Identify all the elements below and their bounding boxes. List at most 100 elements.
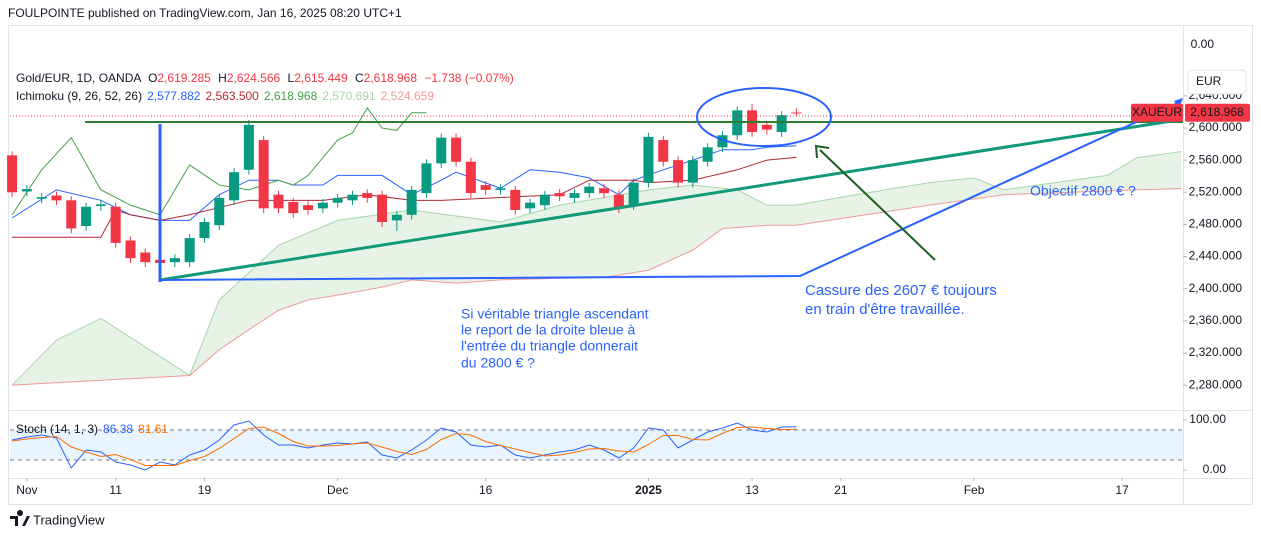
currency: EUR [1196,74,1222,88]
candle-body [584,186,595,194]
candle-body [110,206,121,243]
candle-body [125,240,136,259]
change: −1.738 (−0.07%) [424,71,513,85]
candle-body [673,160,684,183]
candle-body [21,189,32,192]
annotation: le report de la droite bleue à [461,322,636,338]
footer-brand: TradingView [33,512,105,527]
y-tick-label: 2,440.000 [1189,249,1243,263]
legend-row: Stoch (14, 1, 3) 86.38 81.61 [16,422,168,436]
candle-body [406,189,417,215]
candle-body [243,124,254,170]
y-tick-label: 2,280.000 [1189,377,1243,391]
indicator-value: 2,618.968 [264,89,318,103]
candle-body [199,222,210,239]
y-tick-label: 2,480.000 [1189,217,1243,231]
symbol-tag [1131,103,1183,122]
candle-body [539,194,550,206]
pointer-arrow [819,149,936,261]
candle-body [628,182,639,206]
y-tick-label: 2,360.000 [1189,313,1243,327]
drawings: Cassure des 2607 € toujours en train d'ê… [10,87,1183,371]
annotation: Objectif 2800 € ? [1030,183,1136,199]
candle-body [643,136,654,183]
x-tick-label: Feb [964,483,985,497]
x-tick-label: 19 [198,483,212,497]
y-tick-label: 2,520.000 [1189,184,1243,198]
chart-frame [8,25,1253,505]
x-tick-label: Nov [16,483,37,497]
ichimoku-line [12,188,1182,386]
x-tick-label: 11 [109,483,122,497]
candle-body [169,258,180,263]
candle-body [362,193,373,198]
candle-body [258,140,269,209]
x-tick-label: 13 [745,483,759,497]
last-price-tag [1185,103,1250,122]
candle-body [465,161,476,194]
candle-body [214,197,225,226]
indicator-value: 86.38 [103,422,133,436]
candle-body [569,193,580,198]
ichimoku-line [11,151,1182,386]
x-tick-label: 2025 [635,483,662,497]
x-tick-label: 16 [479,483,493,497]
x-tick-label: 17 [1115,483,1129,497]
plot [7,103,1183,471]
candle-body [66,200,77,229]
legend: Gold/EUR, 1D, OANDA O2,619.285 H2,624.56… [16,71,514,436]
publish-info: FOULPOINTE published on TradingView.com,… [8,6,402,20]
ohlc-letter: L [288,71,295,85]
symbol: Gold/EUR, 1D, OANDA [16,71,141,85]
candle-body [36,197,47,199]
pointer-head [814,144,830,159]
ohlc-value: 2,615.449 [294,71,348,85]
candle-body [273,194,284,209]
candle-body [184,238,195,263]
legend-row: Gold/EUR, 1D, OANDA O2,619.285 H2,624.56… [16,71,514,85]
y-tick-label: 2,320.000 [1189,345,1243,359]
candle-body [436,137,447,164]
annotation: Cassure des 2607 € toujours [805,282,997,299]
candle-body [687,160,698,183]
logo [10,510,30,526]
y-tick-label: 100.00 [1189,412,1226,426]
stoch-band [10,430,1183,460]
ohlc-value: 2,624.566 [227,71,281,85]
ohlc-letter: O [148,71,157,85]
candle-body [776,115,787,133]
last-price-label: 2,618.968 [1190,105,1244,119]
ohlc-value: 2,618.968 [364,71,418,85]
y-tick-label: 2,560.000 [1189,152,1243,166]
currency-box [1187,69,1247,95]
candle-body [377,194,388,223]
symbol-tag-label: XAUEUR [1132,105,1182,119]
stoch-line [11,420,797,471]
x-tick-label: 21 [834,483,848,497]
candle-body [554,193,565,197]
indicator-value: 2,570.691 [322,89,376,103]
annotation: Si véritable triangle ascendant [461,306,649,322]
ohlc-letter: C [355,71,364,85]
price-scale: 2,280.000 2,320.000 2,360.000 2,400.000 2,44… [16,37,1250,497]
y-tick-label: 2,400.000 [1189,281,1243,295]
candle-body [495,188,506,190]
candle-body [140,252,151,263]
indicator-value: 81.61 [138,422,168,436]
indicator-value: 2,563.500 [205,89,259,103]
candle-body [7,155,18,193]
candle-body [702,147,713,162]
indicator-name: Stoch (14, 1, 3) [16,422,98,436]
candle-body [229,172,240,201]
annotation: l'entrée du triangle donnerait [461,338,638,354]
y-tick-label: 0.00 [1203,462,1227,476]
indicator-value: 2,524.659 [381,89,435,103]
candle-body [51,195,62,201]
candle-body [288,201,299,214]
candle-body [95,204,106,206]
candle-body [510,189,521,210]
candle-body [525,202,536,209]
legend-row: Ichimoku (9, 26, 52, 26) 2,577.882 2,563.5… [16,89,434,103]
candle-body [658,140,669,162]
